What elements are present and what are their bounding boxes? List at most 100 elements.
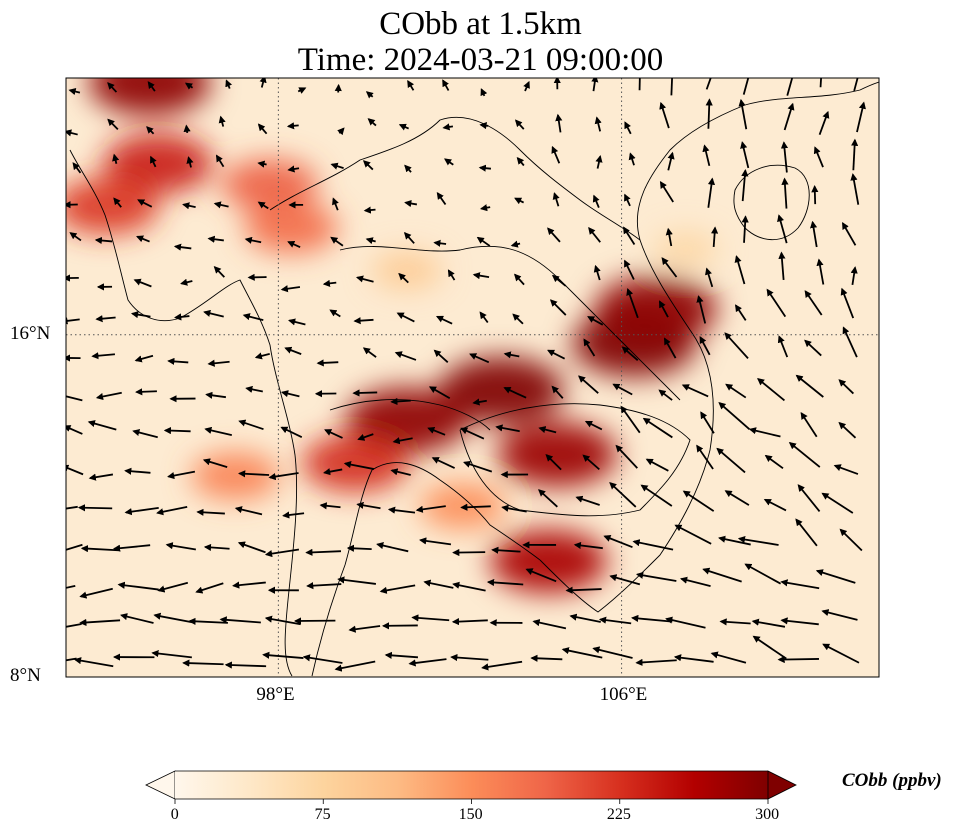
wind-arrow-306 xyxy=(780,579,820,590)
wind-arrow-22 xyxy=(66,129,78,137)
wind-arrow-284 xyxy=(795,518,818,547)
wind-arrow-16 xyxy=(668,78,676,96)
wind-arrow-50 xyxy=(287,165,300,173)
wind-arrow-9 xyxy=(407,80,415,91)
wind-arrow-286 xyxy=(66,584,76,589)
wind-arrow-123 xyxy=(551,274,567,287)
coastline-gulf-thailand xyxy=(311,462,541,677)
wind-arrow-193 xyxy=(681,384,709,398)
wind-arrow-33 xyxy=(479,122,489,130)
wind-arrow-298 xyxy=(486,578,524,587)
wind-arrow-36 xyxy=(594,116,602,132)
wind-arrow-148 xyxy=(658,300,669,318)
wind-arrow-218 xyxy=(800,411,818,438)
plume-14 xyxy=(371,251,443,290)
wind-arrow-137 xyxy=(242,313,264,321)
wind-arrow-85 xyxy=(781,177,789,209)
colorbar-extend-low xyxy=(145,770,176,800)
wind-arrow-78 xyxy=(514,197,525,205)
wind-arrow-96 xyxy=(365,237,376,245)
wind-arrow-44 xyxy=(72,162,82,174)
wind-arrow-291 xyxy=(232,581,266,589)
wind-arrow-104 xyxy=(665,227,673,247)
wind-arrow-269 xyxy=(237,541,266,554)
wind-arrow-296 xyxy=(423,579,454,589)
wind-arrow-243 xyxy=(77,504,113,512)
wind-arrow-164 xyxy=(433,349,449,363)
wind-arrow-133 xyxy=(95,315,116,323)
wind-arrow-276 xyxy=(491,546,521,554)
wind-arrow-190 xyxy=(578,375,599,394)
wind-arrow-264 xyxy=(66,543,83,551)
colorbar-title: CObb (ppbv) xyxy=(842,770,942,791)
wind-arrow-6 xyxy=(297,87,307,94)
wind-arrow-349 xyxy=(752,635,787,660)
wind-arrow-18 xyxy=(742,78,750,95)
wind-arrow-310 xyxy=(120,613,154,624)
wind-arrow-90 xyxy=(136,235,150,243)
wind-arrow-157 xyxy=(167,357,189,366)
wind-vectors xyxy=(66,78,866,672)
wind-arrow-331 xyxy=(73,657,114,668)
wind-arrow-230 xyxy=(431,457,456,469)
border-thailand-cambodia xyxy=(329,399,491,431)
wind-arrow-244 xyxy=(124,506,159,516)
wind-arrow-167 xyxy=(547,349,566,360)
wind-arrow-348 xyxy=(710,651,747,664)
wind-arrow-249 xyxy=(319,502,341,510)
wind-arrow-182 xyxy=(280,390,300,398)
wind-arrow-134 xyxy=(130,311,151,319)
wind-arrow-139 xyxy=(329,309,341,318)
wind-arrow-100 xyxy=(510,240,521,248)
wind-arrow-155 xyxy=(91,352,116,360)
wind-arrow-152 xyxy=(804,290,823,316)
wind-arrow-297 xyxy=(452,581,486,592)
wind-arrow-106 xyxy=(741,215,749,243)
wind-arrow-223 xyxy=(167,470,196,480)
wind-arrow-166 xyxy=(503,351,520,359)
wind-arrow-127 xyxy=(705,267,714,288)
wind-arrow-267 xyxy=(165,542,197,551)
cobb-field xyxy=(66,78,719,593)
colorbar-label-150: 150 xyxy=(458,806,483,823)
wind-arrow-311 xyxy=(153,612,195,624)
wind-arrow-246 xyxy=(196,508,225,516)
wind-arrow-124 xyxy=(593,264,601,281)
wind-arrow-309 xyxy=(79,618,121,627)
gridlines xyxy=(66,78,879,677)
wind-arrow-294 xyxy=(337,576,376,585)
plume-10 xyxy=(221,159,318,211)
wind-arrow-233 xyxy=(545,454,562,471)
wind-arrow-60 xyxy=(667,151,675,171)
wind-arrow-346 xyxy=(635,658,677,666)
wind-arrow-256 xyxy=(575,495,600,506)
wind-arrow-20 xyxy=(819,78,822,88)
wind-arrow-17 xyxy=(705,78,712,90)
plume-11 xyxy=(244,202,339,253)
wind-arrow-77 xyxy=(479,204,491,212)
wind-arrow-196 xyxy=(795,374,824,398)
wind-arrow-153 xyxy=(840,287,855,319)
map-plot-area xyxy=(66,78,879,677)
wind-arrow-95 xyxy=(330,236,344,247)
wind-arrow-205 xyxy=(324,429,343,439)
wind-arrow-94 xyxy=(287,241,301,248)
wind-arrow-231 xyxy=(463,460,493,473)
wind-arrow-2 xyxy=(147,81,156,92)
wind-arrow-240 xyxy=(788,441,821,468)
wind-arrow-159 xyxy=(254,352,270,360)
wind-arrow-121 xyxy=(472,272,490,280)
wind-arrow-35 xyxy=(555,113,563,133)
map-title: CObb at 1.5km xyxy=(379,6,582,42)
lat-tick-8: 8°N xyxy=(10,665,41,686)
wind-arrow-4 xyxy=(225,79,233,89)
wind-arrow-119 xyxy=(398,272,409,284)
plume-4 xyxy=(302,434,409,492)
wind-arrow-202 xyxy=(204,426,233,436)
wind-arrow-208 xyxy=(427,427,446,436)
wind-arrow-197 xyxy=(838,379,855,395)
wind-arrow-97 xyxy=(403,231,415,244)
wind-arrow-11 xyxy=(480,88,488,97)
wind-arrow-64 xyxy=(813,146,824,168)
wind-arrow-316 xyxy=(348,625,381,633)
